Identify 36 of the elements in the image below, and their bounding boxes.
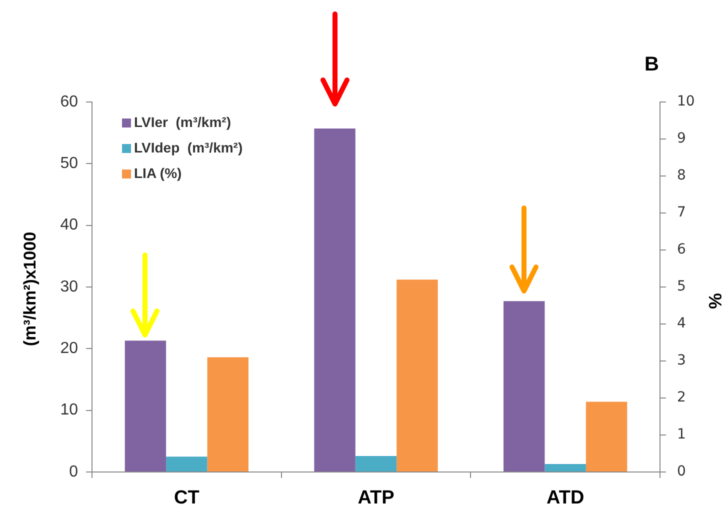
bar xyxy=(355,456,397,472)
y-tick-label: 40 xyxy=(60,216,78,234)
x-tick-label: ATD xyxy=(546,488,584,509)
y2-tick-label: 7 xyxy=(677,204,686,221)
y-axis-title: (m³/km²)x1000 xyxy=(20,232,40,346)
bar xyxy=(166,456,208,472)
bar xyxy=(544,464,586,472)
legend-label: LVIdep (m³/km²) xyxy=(134,139,243,156)
bar xyxy=(586,402,628,472)
y2-axis-title: % xyxy=(705,292,724,310)
y2-tick-label: 8 xyxy=(677,168,686,184)
y2-tick-label: 4 xyxy=(677,316,686,332)
y-tick-label: 60 xyxy=(60,93,78,110)
y2-tick-label: 10 xyxy=(677,94,695,110)
legend-label: LIA (%) xyxy=(134,164,182,181)
x-tick-label: ATP xyxy=(358,488,395,509)
chart-title: B xyxy=(644,54,659,76)
y2-tick-label: 6 xyxy=(677,242,686,258)
y2-tick-label: 5 xyxy=(677,278,686,295)
y-tick-label: 20 xyxy=(60,340,78,358)
y2-tick-label: 9 xyxy=(677,130,686,147)
legend-label: LVIer (m³/km²) xyxy=(134,114,231,130)
bar xyxy=(396,280,438,472)
y2-tick-label: 3 xyxy=(677,352,686,369)
y-tick-label: 0 xyxy=(69,463,78,480)
bar xyxy=(314,128,356,472)
y-tick-label: 10 xyxy=(60,402,78,419)
bar xyxy=(207,357,248,472)
bar xyxy=(124,340,166,472)
x-tick-label: CT xyxy=(174,488,200,509)
y-tick-label: 30 xyxy=(60,278,78,296)
bar xyxy=(504,301,545,472)
y-tick-label: 50 xyxy=(60,155,78,172)
y2-tick-label: 0 xyxy=(677,464,686,480)
y2-tick-label: 1 xyxy=(677,426,686,443)
y2-tick-label: 2 xyxy=(677,390,686,406)
